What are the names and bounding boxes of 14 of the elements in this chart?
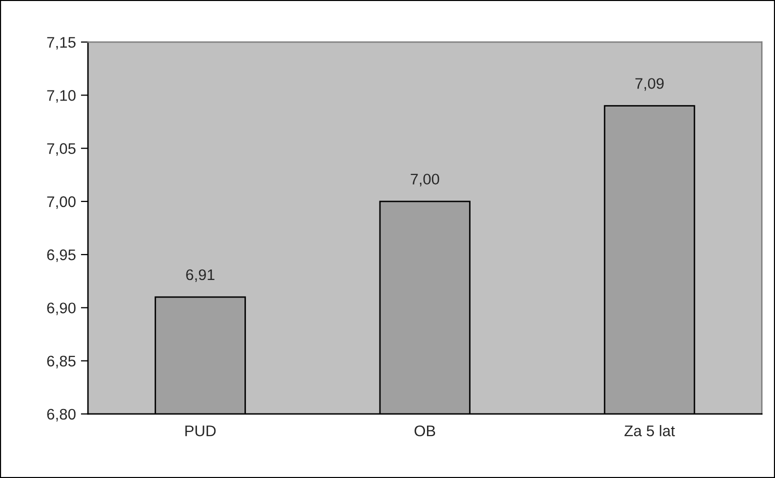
x-tick-label: OB (414, 425, 436, 436)
y-tick-label: 6,80 (47, 408, 76, 422)
y-tick-label: 7,15 (47, 37, 76, 50)
y-tick-label: 7,00 (47, 196, 76, 209)
y-tick-label: 6,85 (47, 356, 76, 368)
y-tick-label: 7,05 (47, 143, 76, 156)
y-tick-label: 7,10 (47, 90, 76, 103)
data-label: 6,91 (186, 269, 214, 282)
data-label: 7,00 (410, 174, 440, 186)
x-tick-label: PUD (185, 426, 216, 436)
data-label: 7,09 (635, 78, 664, 91)
y-tick-label: 6,95 (47, 249, 76, 262)
x-tick-label: Za 5 lat (624, 425, 675, 436)
y-tick-label: 6,90 (47, 302, 76, 316)
